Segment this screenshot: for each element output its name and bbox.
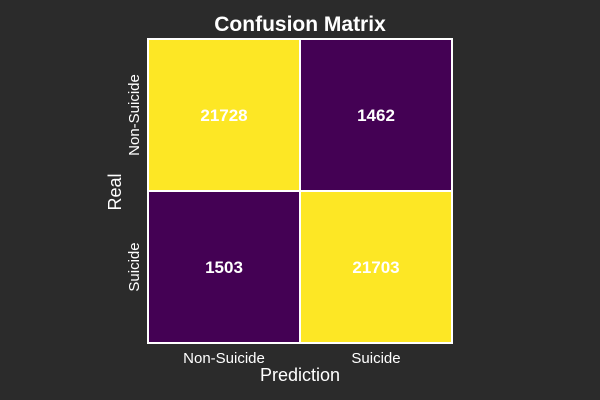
y-tick-label-0: Non-Suicide bbox=[126, 74, 143, 156]
x-axis-label: Prediction bbox=[260, 365, 340, 385]
heatmap-cell-0-0 bbox=[147, 38, 301, 192]
heatmap-cell-1-0 bbox=[147, 190, 301, 344]
cell-value-1-0: 1503 bbox=[205, 258, 243, 277]
chart-title: Confusion Matrix bbox=[214, 13, 386, 36]
heatmap-cells bbox=[147, 38, 453, 344]
y-tick-labels: Non-Suicide Suicide bbox=[126, 74, 143, 291]
cell-value-0-1: 1462 bbox=[357, 106, 395, 125]
heatmap-cell-1-1 bbox=[299, 190, 453, 344]
x-tick-label-1: Suicide bbox=[351, 350, 400, 367]
heatmap-cell-0-1 bbox=[299, 38, 453, 192]
cell-value-0-0: 21728 bbox=[200, 106, 247, 125]
cell-value-1-1: 21703 bbox=[352, 258, 399, 277]
x-tick-labels: Non-Suicide Suicide bbox=[183, 350, 400, 367]
y-tick-label-1: Suicide bbox=[126, 242, 143, 291]
x-tick-label-0: Non-Suicide bbox=[183, 350, 265, 367]
y-axis-label: Real bbox=[105, 173, 125, 210]
heatmap-values: 21728 1462 1503 21703 bbox=[200, 106, 399, 277]
